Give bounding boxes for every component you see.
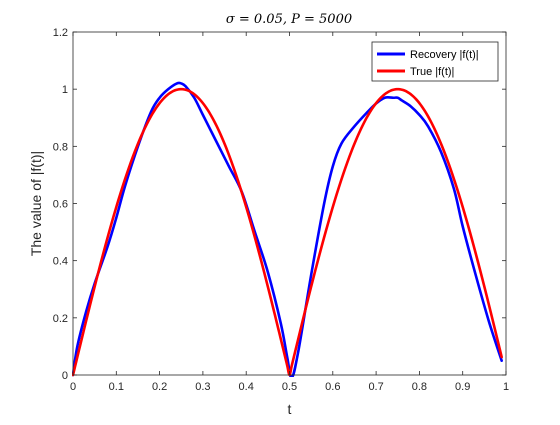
legend-box	[371, 41, 499, 82]
series-line-true	[72, 87, 503, 377]
legend: Recovery |f(t)| True |f(t)|	[371, 41, 499, 82]
y-tick-label: 1.2	[53, 27, 68, 39]
chart-title: σ = 0.05, P = 5000	[226, 12, 352, 27]
y-tick-label: 0	[62, 370, 68, 382]
x-tick-label: 0.1	[109, 381, 124, 393]
x-tick-label: 0.9	[455, 381, 470, 393]
x-tick-label: 1	[503, 381, 509, 393]
x-axis-label: t	[288, 401, 292, 417]
y-axis-label: The value of |f(t)|	[28, 151, 44, 256]
x-tick-label: 0.5	[282, 381, 297, 393]
x-tick-label: 0.4	[239, 381, 254, 393]
x-tick-label: 0.2	[152, 381, 167, 393]
x-tick-label: 0.7	[368, 381, 383, 393]
y-tick-label: 0.4	[53, 256, 68, 268]
y-tick-label: 0.6	[53, 199, 68, 211]
legend-label-recovery: Recovery |f(t)|	[410, 49, 479, 61]
x-tick-label: 0.3	[195, 381, 210, 393]
y-tick-label: 1	[62, 84, 68, 96]
x-tick-label: 0.6	[325, 381, 340, 393]
y-tick-label: 0.2	[53, 313, 68, 325]
y-tick-label: 0.8	[53, 141, 68, 153]
legend-label-true: True |f(t)|	[410, 66, 454, 78]
plot-area	[73, 32, 506, 375]
series-layer	[72, 81, 503, 377]
ticks-layer: 0 0.1 0.2 0.3 0.4 0.5 0.6 0.7 0.8 0.9 1 0 0.2 0.4 0.6 0…	[53, 27, 509, 393]
x-tick-label: 0	[70, 381, 76, 393]
x-tick-label: 0.8	[412, 381, 427, 393]
